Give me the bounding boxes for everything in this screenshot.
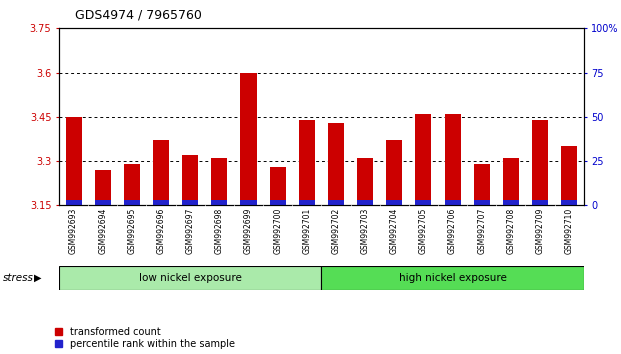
Text: GDS4974 / 7965760: GDS4974 / 7965760 bbox=[75, 9, 201, 22]
Bar bbox=[270, 200, 286, 205]
FancyBboxPatch shape bbox=[322, 266, 584, 290]
Bar bbox=[95, 170, 111, 205]
Bar bbox=[357, 158, 373, 205]
Text: stress: stress bbox=[3, 273, 34, 283]
Bar bbox=[328, 200, 344, 205]
Text: low nickel exposure: low nickel exposure bbox=[138, 273, 242, 283]
FancyBboxPatch shape bbox=[59, 266, 322, 290]
Bar bbox=[299, 120, 315, 205]
Bar bbox=[386, 200, 402, 205]
Bar bbox=[240, 200, 256, 205]
Bar bbox=[561, 146, 577, 205]
Bar bbox=[386, 141, 402, 205]
Bar bbox=[415, 114, 432, 205]
Bar bbox=[445, 200, 461, 205]
Bar bbox=[503, 158, 519, 205]
Bar bbox=[270, 167, 286, 205]
Bar bbox=[503, 200, 519, 205]
Bar bbox=[153, 141, 169, 205]
Bar bbox=[328, 123, 344, 205]
Bar bbox=[415, 200, 432, 205]
Bar bbox=[182, 200, 198, 205]
Bar bbox=[66, 200, 81, 205]
Bar bbox=[124, 164, 140, 205]
Bar bbox=[95, 200, 111, 205]
Bar bbox=[153, 200, 169, 205]
Bar bbox=[561, 200, 577, 205]
Legend: transformed count, percentile rank within the sample: transformed count, percentile rank withi… bbox=[55, 327, 235, 349]
Bar bbox=[357, 200, 373, 205]
Text: high nickel exposure: high nickel exposure bbox=[399, 273, 507, 283]
Bar bbox=[445, 114, 461, 205]
Text: ▶: ▶ bbox=[34, 273, 42, 283]
Bar bbox=[474, 164, 490, 205]
Bar bbox=[532, 200, 548, 205]
Bar bbox=[124, 200, 140, 205]
Bar bbox=[240, 73, 256, 205]
Bar bbox=[182, 155, 198, 205]
Bar bbox=[66, 117, 81, 205]
Bar bbox=[474, 200, 490, 205]
Bar bbox=[211, 200, 227, 205]
Bar bbox=[211, 158, 227, 205]
Bar bbox=[299, 200, 315, 205]
Bar bbox=[532, 120, 548, 205]
